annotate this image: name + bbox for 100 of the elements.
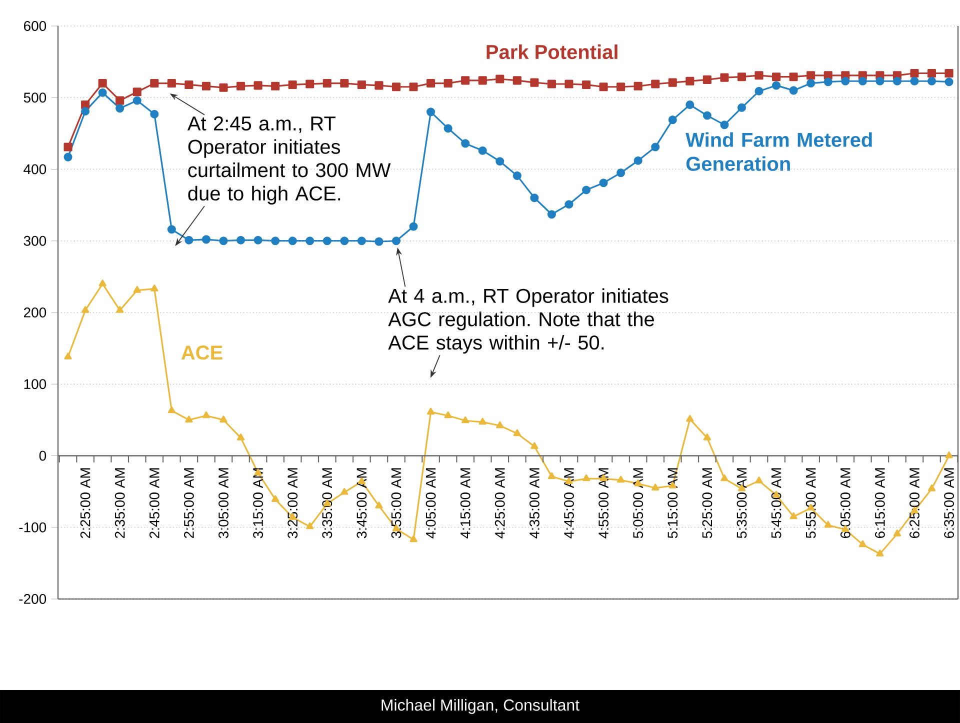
point: [772, 72, 781, 82]
point: [81, 106, 90, 116]
point: [720, 73, 729, 82]
point: [513, 429, 521, 436]
point: [754, 71, 764, 80]
point: [340, 236, 349, 246]
y-tick-label: 600: [24, 21, 46, 31]
x-tick-label: 4:15:00 AM: [460, 468, 470, 538]
point: [634, 82, 642, 90]
point: [737, 72, 746, 82]
point: [132, 88, 142, 96]
point: [944, 78, 954, 86]
point: [496, 157, 504, 166]
x-tick-label: 4:25:00 AM: [494, 468, 505, 538]
point: [288, 236, 297, 246]
x-tick-label: 3:55:00 AM: [391, 468, 402, 538]
series-label: Wind Farm Metered Generation: [686, 132, 872, 171]
point: [478, 146, 487, 155]
point: [409, 222, 418, 231]
point: [927, 68, 936, 78]
point: [564, 200, 574, 209]
y-tick-label: 300: [24, 236, 46, 246]
x-tick-label: 5:35:00 AM: [736, 468, 747, 538]
point: [444, 124, 452, 133]
point: [375, 502, 383, 508]
y-tick-label: -200: [19, 594, 46, 604]
series-label: ACE: [181, 346, 222, 360]
point: [236, 236, 246, 244]
point: [392, 236, 401, 246]
point: [410, 535, 418, 542]
point: [927, 76, 936, 86]
point: [132, 96, 142, 105]
point: [824, 78, 832, 86]
point: [789, 86, 798, 95]
point: [426, 408, 435, 415]
point: [892, 76, 902, 86]
point: [910, 68, 919, 78]
x-tick-label: 5:55:00 AM: [806, 468, 816, 538]
x-tick-label: 4:35:00 AM: [529, 468, 540, 538]
point: [426, 79, 436, 88]
point: [167, 79, 176, 88]
point: [98, 79, 107, 88]
point: [790, 512, 798, 520]
point: [254, 81, 262, 90]
point: [81, 306, 90, 313]
x-tick-label: 6:25:00 AM: [910, 468, 920, 538]
x-tick-label: 6:15:00 AM: [874, 468, 885, 538]
point: [306, 80, 314, 88]
point: [409, 82, 418, 92]
point: [236, 434, 245, 440]
point: [703, 434, 711, 440]
point: [496, 74, 504, 84]
point: [702, 111, 712, 120]
point: [616, 82, 626, 92]
point: [893, 530, 902, 536]
y-tick-label: -100: [19, 522, 46, 532]
point: [547, 210, 556, 219]
series-label: Park Potential: [486, 44, 618, 60]
x-tick-label: 5:25:00 AM: [702, 468, 712, 538]
point: [928, 484, 936, 492]
point: [720, 120, 729, 130]
point: [944, 68, 954, 78]
point: [876, 550, 884, 556]
point: [617, 476, 625, 483]
point: [168, 406, 176, 414]
point: [478, 76, 487, 85]
point: [599, 178, 608, 188]
point: [357, 236, 366, 246]
point: [357, 80, 366, 89]
point: [582, 186, 591, 194]
point: [426, 108, 436, 116]
point: [236, 82, 246, 90]
point: [98, 280, 106, 286]
point: [582, 80, 591, 89]
point: [876, 76, 884, 86]
point: [616, 168, 626, 178]
point: [219, 83, 228, 92]
point: [150, 284, 158, 292]
point: [858, 76, 867, 86]
point: [374, 237, 384, 246]
point: [530, 442, 538, 449]
point: [945, 451, 953, 458]
point: [512, 76, 522, 85]
point: [582, 474, 590, 482]
point: [202, 82, 210, 90]
x-tick-label: 2:25:00 AM: [80, 468, 90, 538]
y-tick-label: 100: [24, 379, 46, 390]
point: [841, 76, 850, 86]
point: [150, 110, 159, 118]
point: [910, 76, 919, 86]
point: [754, 86, 764, 96]
point: [634, 156, 642, 165]
x-tick-label: 2:35:00 AM: [114, 468, 125, 538]
point: [116, 306, 124, 313]
point: [530, 194, 539, 202]
point: [150, 79, 159, 88]
point: [686, 414, 694, 422]
point: [547, 80, 556, 88]
point: [461, 76, 470, 85]
point: [772, 81, 781, 90]
